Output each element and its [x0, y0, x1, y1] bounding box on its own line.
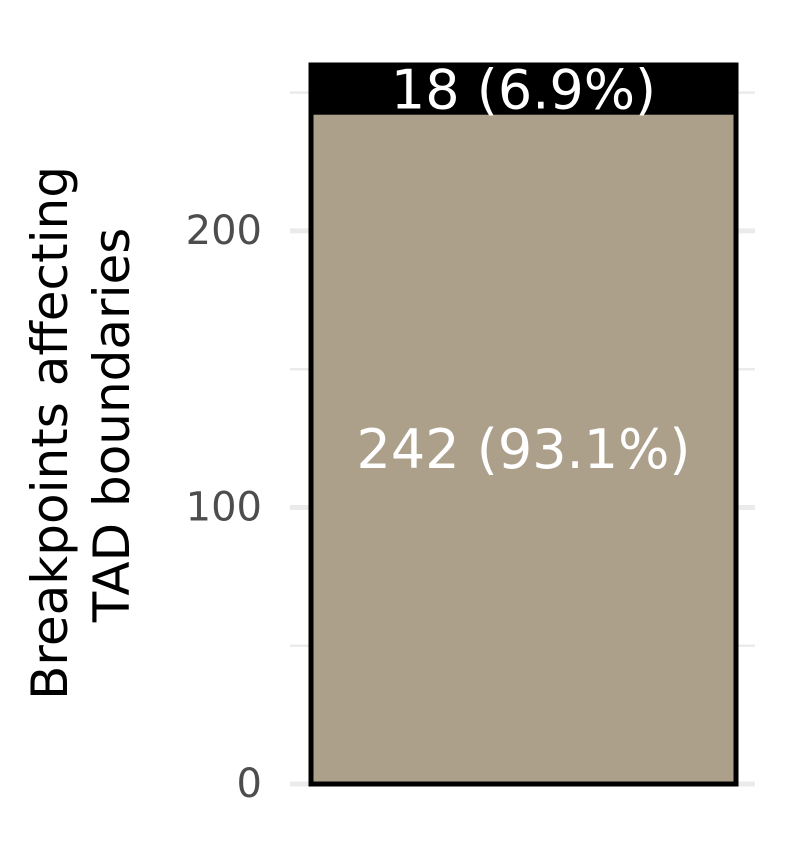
- y-tick-label: 100: [186, 484, 262, 530]
- y-axis-ticks: 0 100 200: [186, 208, 262, 807]
- bar-outline: [308, 62, 739, 787]
- segment-labels: 242 (93.1%) 18 (6.9%): [357, 58, 691, 481]
- y-axis-title: Breakpoints affecting TAD boundaries: [21, 150, 141, 700]
- bar-segment-1: [311, 114, 736, 785]
- y-tick-label: 200: [186, 208, 262, 254]
- segment-label-2: 18 (6.9%): [391, 58, 656, 121]
- segment-label-1: 242 (93.1%): [357, 418, 691, 481]
- bar-segments: [308, 62, 739, 787]
- y-axis-title-line-2: TAD boundaries: [83, 228, 141, 624]
- y-axis-title-line-1: Breakpoints affecting: [21, 166, 79, 700]
- y-tick-label: 0: [237, 761, 262, 807]
- bar-segment-2: [311, 65, 736, 115]
